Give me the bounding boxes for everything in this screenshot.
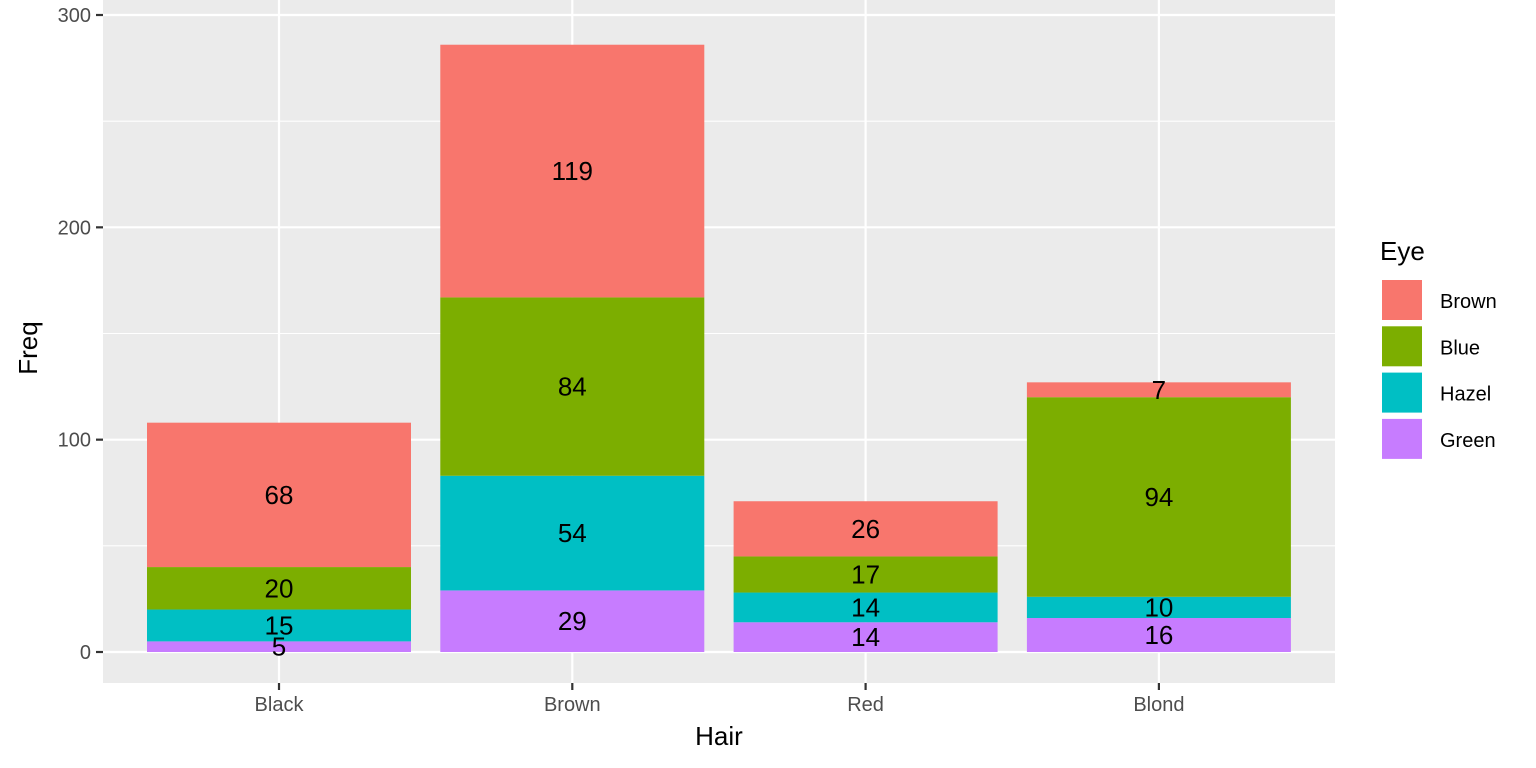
bars bbox=[147, 44, 1291, 652]
bar-segment bbox=[440, 297, 705, 476]
data-label: 94 bbox=[1144, 482, 1173, 512]
y-axis-title: Freq bbox=[13, 321, 43, 374]
legend-label: Green bbox=[1440, 430, 1496, 452]
x-tick-label: Black bbox=[255, 694, 305, 716]
bar-segment bbox=[1026, 596, 1291, 619]
data-label: 20 bbox=[265, 573, 294, 603]
bar-segment bbox=[1026, 618, 1291, 652]
data-label: 14 bbox=[851, 622, 880, 652]
bar-segment bbox=[733, 622, 998, 652]
legend-label: Blue bbox=[1440, 337, 1480, 359]
bar-segment bbox=[440, 590, 705, 652]
data-label: 54 bbox=[558, 518, 587, 548]
legend-key bbox=[1380, 416, 1424, 461]
data-label: 10 bbox=[1144, 592, 1173, 622]
bar-segment bbox=[733, 592, 998, 623]
legend: Eye Brown Blue Hazel Green bbox=[1380, 236, 1497, 461]
bar-segment bbox=[147, 422, 411, 568]
x-axis-title: Hair bbox=[695, 721, 743, 751]
data-label: 5 bbox=[272, 632, 286, 662]
legend-label: Brown bbox=[1440, 291, 1497, 313]
y-tick-label: 0 bbox=[80, 642, 91, 664]
legend-key bbox=[1380, 278, 1424, 322]
bar-segment bbox=[440, 44, 705, 298]
data-label: 29 bbox=[558, 606, 587, 636]
data-label: 14 bbox=[851, 592, 880, 622]
data-label: 16 bbox=[1144, 620, 1173, 650]
legend-label: Hazel bbox=[1440, 384, 1491, 406]
data-label: 17 bbox=[851, 559, 880, 589]
legend-key bbox=[1380, 370, 1424, 415]
data-label: 68 bbox=[265, 480, 294, 510]
data-label: 7 bbox=[1152, 375, 1166, 405]
y-tick-label: 300 bbox=[58, 5, 91, 27]
x-axis: Black Brown Red Blond bbox=[255, 683, 1184, 716]
bar-segment bbox=[147, 567, 411, 610]
bar-segment bbox=[147, 641, 411, 652]
bar-segment bbox=[1026, 397, 1291, 597]
legend-key bbox=[1380, 324, 1424, 369]
bar-segment bbox=[733, 556, 998, 593]
bar-segment bbox=[1026, 382, 1291, 398]
data-label: 15 bbox=[265, 610, 294, 640]
data-label: 26 bbox=[851, 514, 880, 544]
bar-segment bbox=[733, 501, 998, 557]
y-tick-label: 200 bbox=[58, 217, 91, 239]
legend-title: Eye bbox=[1380, 236, 1425, 266]
y-tick-label: 100 bbox=[58, 430, 91, 452]
x-tick-label: Brown bbox=[544, 694, 601, 716]
data-label: 84 bbox=[558, 372, 587, 402]
data-label: 119 bbox=[552, 156, 593, 186]
x-tick-label: Red bbox=[847, 694, 884, 716]
bar-segment bbox=[440, 475, 705, 591]
bar-segment bbox=[147, 609, 411, 642]
y-axis: 0 100 200 300 bbox=[58, 5, 103, 664]
x-tick-label: Blond bbox=[1133, 694, 1184, 716]
